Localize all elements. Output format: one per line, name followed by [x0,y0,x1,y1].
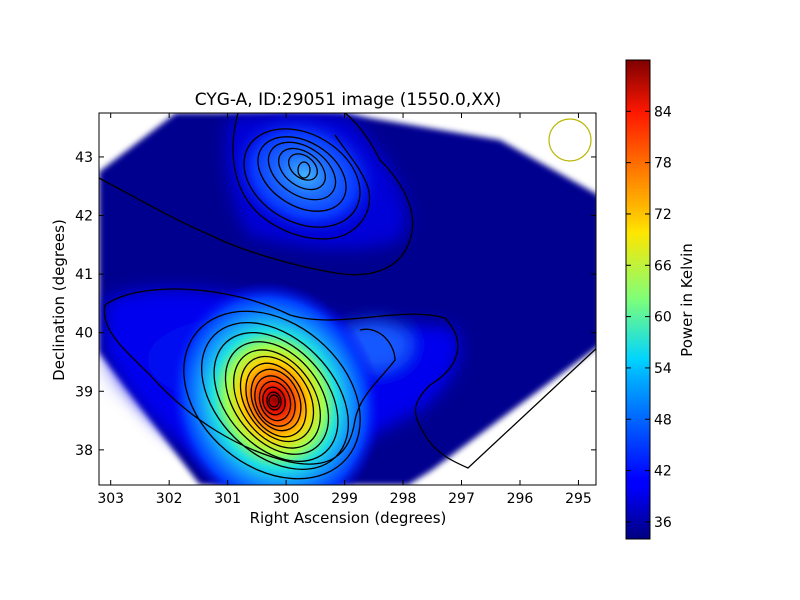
colorbar-tick-label: 48 [654,412,672,428]
x-tick-label: 297 [448,491,475,507]
heatmap-area [99,113,596,485]
colorbar-tick-label: 78 [654,156,672,172]
x-tick-label: 299 [331,491,358,507]
colorbar-tick-label: 42 [654,464,672,480]
colorbar-tick-label: 66 [654,258,672,274]
beam-circle [548,118,592,162]
colorbar-ticks: 36 42 48 54 60 66 72 78 84 [626,104,672,531]
colorbar-tick-label: 72 [654,207,672,223]
x-tick-label: 303 [97,491,124,507]
y-tick-label: 43 [75,150,93,166]
colorbar-tick-label: 60 [654,310,672,326]
y-tick-label: 38 [75,443,93,459]
x-tick-label: 296 [507,491,534,507]
colorbar-tick-label: 54 [654,361,672,377]
x-axis: 303 302 301 300 299 298 297 296 295 [97,113,592,507]
y-tick-label: 40 [75,326,93,342]
x-tick-label: 298 [390,491,417,507]
x-tick-label: 302 [156,491,183,507]
x-tick-label: 300 [273,491,300,507]
x-tick-label: 301 [214,491,241,507]
chart-title: CYG-A, ID:29051 image (1550.0,XX) [195,90,501,110]
contour-lines [99,113,596,480]
axes-frame [98,112,597,486]
colorbar-tick-label: 36 [654,515,672,531]
y-tick-label: 39 [75,384,93,400]
colorbar-tick-label: 84 [654,104,672,120]
x-axis-label: Right Ascension (degrees) [250,509,447,527]
colorbar-label: Power in Kelvin [678,243,696,357]
x-tick-label: 295 [565,491,592,507]
colorbar [625,59,651,540]
y-axis: 38 39 40 41 42 43 [75,150,596,459]
y-tick-label: 42 [75,209,93,225]
source-peak-south [168,281,382,485]
y-tick-label: 41 [75,267,93,283]
y-axis-label: Declination (degrees) [50,219,68,381]
